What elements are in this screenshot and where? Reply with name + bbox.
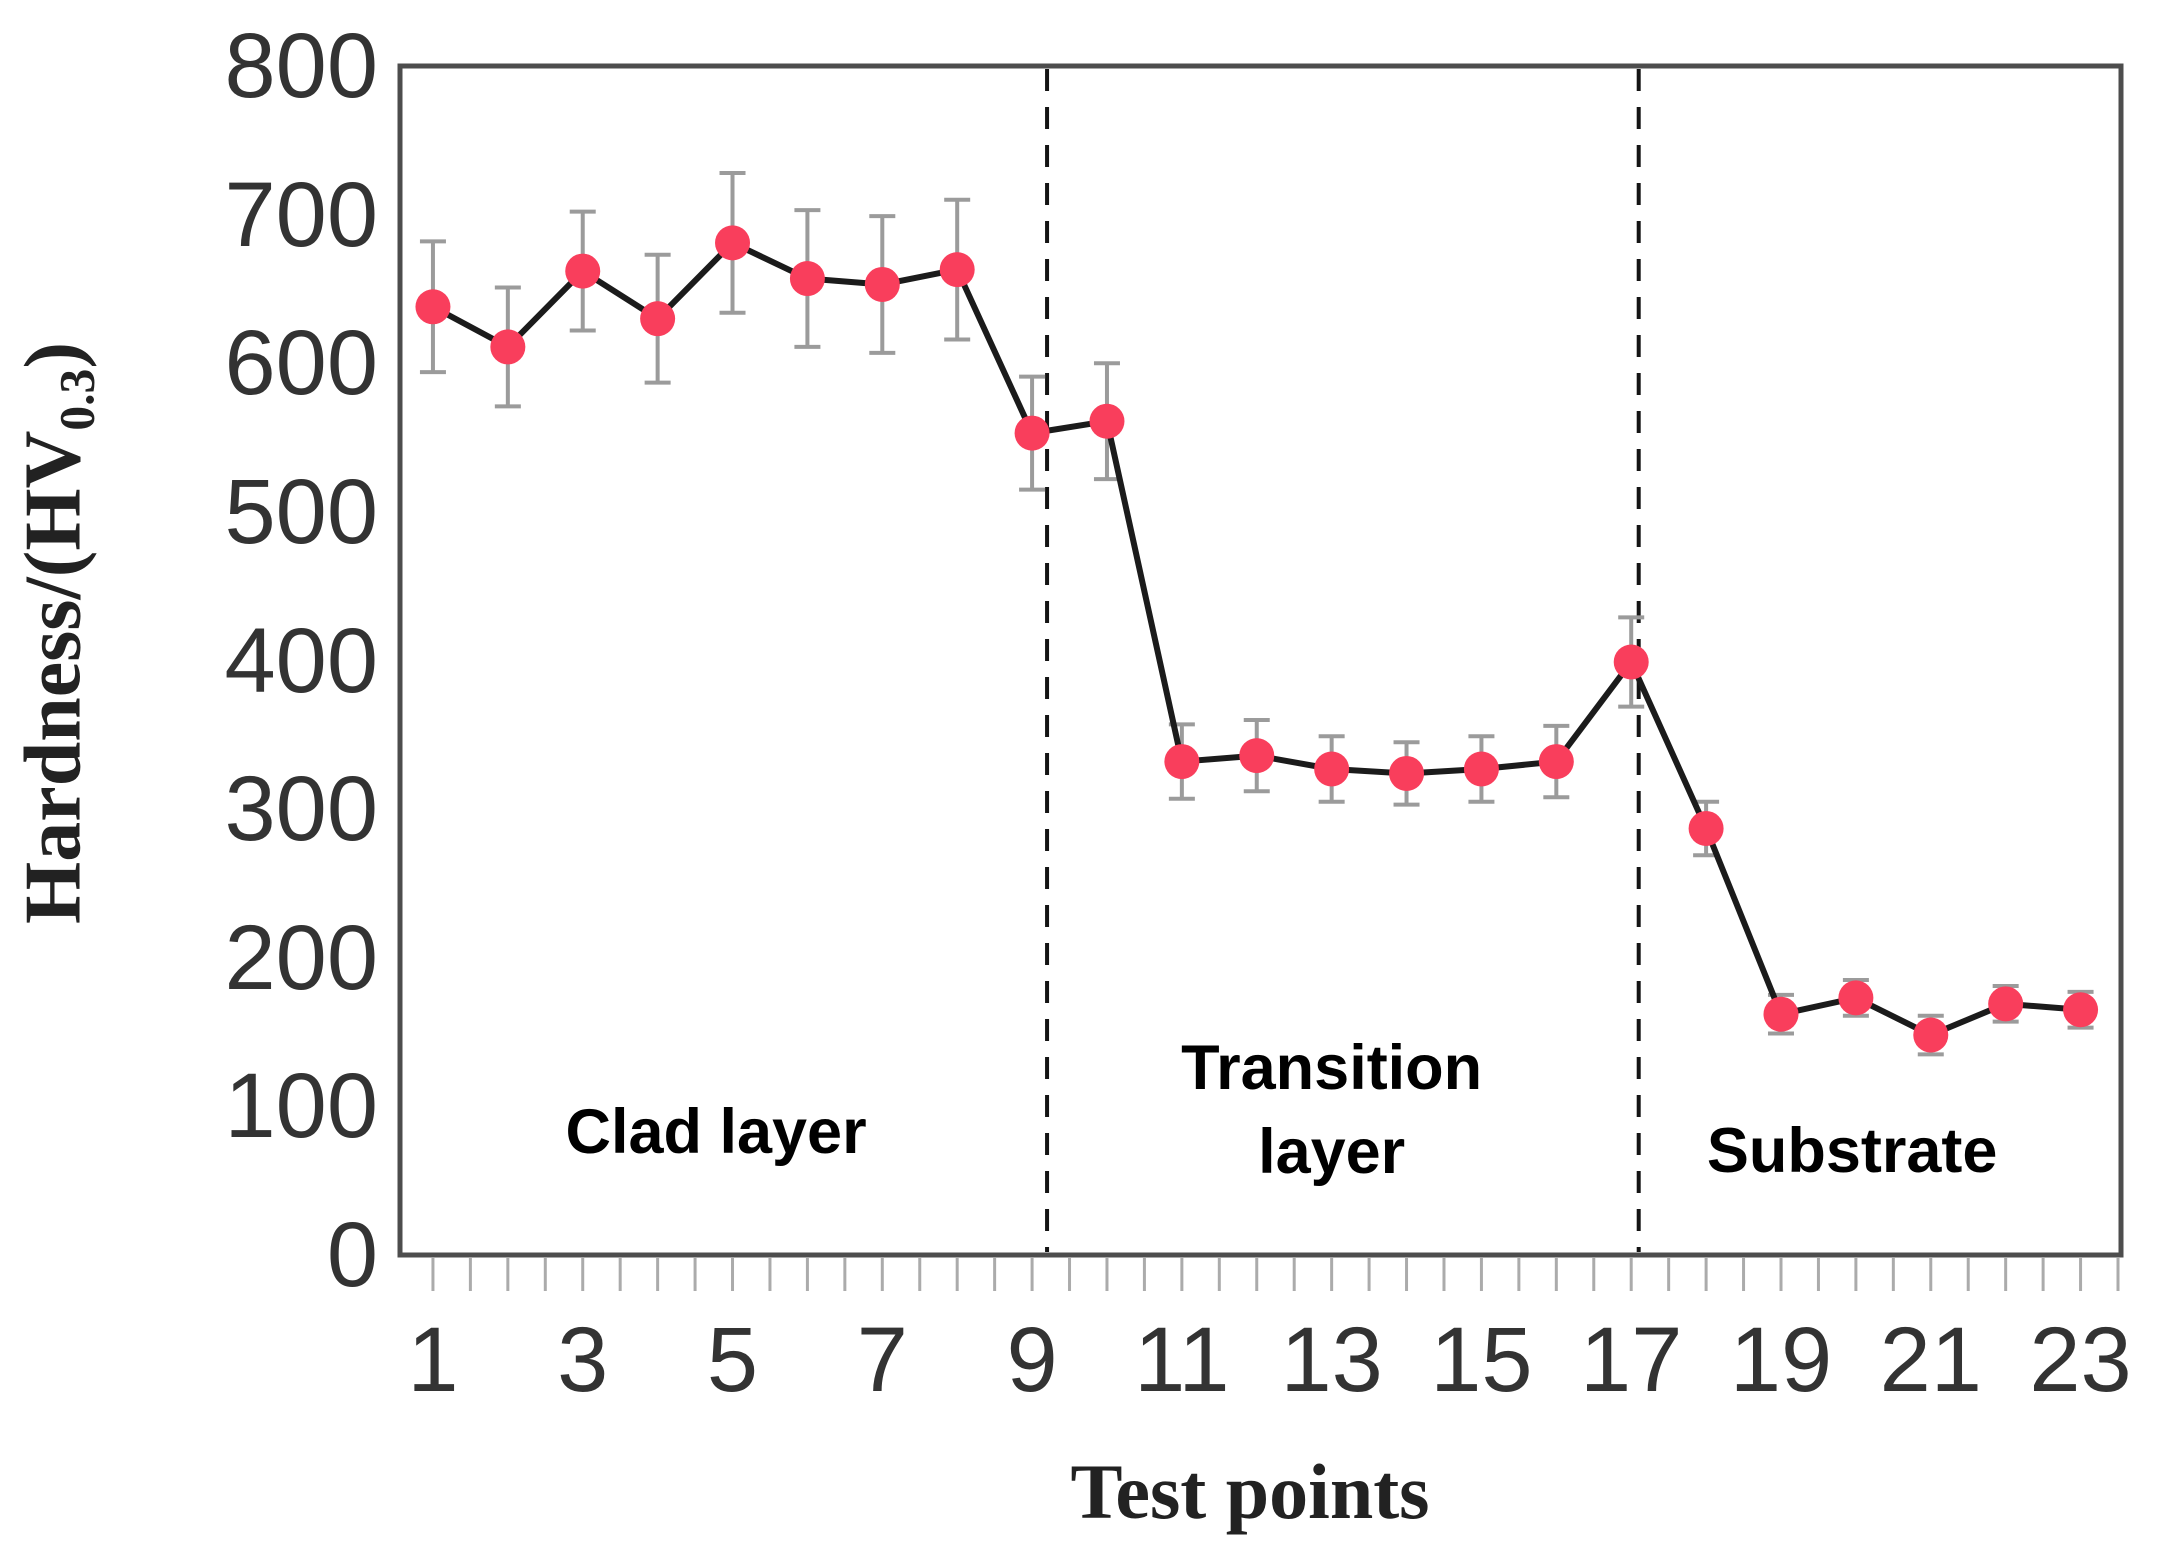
data-point-marker [1164, 744, 1200, 780]
data-point-marker [1613, 644, 1649, 680]
data-point-marker [1688, 810, 1724, 846]
x-tick-label: 1 [407, 1309, 459, 1411]
x-tick-label: 17 [1580, 1309, 1683, 1411]
y-tick-label: 400 [224, 609, 379, 712]
region-label: layer [1258, 1117, 1406, 1188]
data-point-marker [1463, 751, 1499, 787]
data-point-marker [565, 253, 601, 289]
data-point-marker [1988, 986, 2024, 1022]
data-point-marker [1239, 738, 1275, 774]
y-tick-label: 200 [224, 906, 379, 1009]
y-tick-label: 600 [224, 312, 379, 415]
x-tick-label: 3 [557, 1309, 609, 1411]
data-point-marker [640, 301, 676, 337]
data-point-marker [1838, 980, 1874, 1016]
data-point-marker [1913, 1017, 1949, 1053]
region-label: Substrate [1706, 1115, 1998, 1186]
x-tick-label: 23 [2029, 1309, 2132, 1411]
region-label: Clad layer [565, 1096, 867, 1167]
y-tick-label: 0 [326, 1204, 378, 1306]
data-point-marker [1389, 755, 1425, 791]
x-tick-label: 11 [1134, 1309, 1230, 1411]
x-tick-label: 15 [1430, 1309, 1533, 1411]
plot-border [397, 63, 2124, 1258]
x-tick-label: 9 [1006, 1309, 1058, 1411]
data-point-marker [1089, 403, 1125, 439]
data-point-marker [1538, 744, 1574, 780]
x-tick-label: 5 [706, 1309, 759, 1411]
y-tick-label: 100 [224, 1055, 379, 1158]
data-point-marker [490, 329, 526, 365]
data-point-marker [715, 225, 751, 261]
data-point-marker [2063, 992, 2099, 1028]
region-label: Transition [1181, 1032, 1483, 1103]
x-tick-label: 13 [1280, 1309, 1383, 1411]
y-tick-label: 800 [224, 15, 379, 117]
data-point-marker [1763, 996, 1799, 1032]
data-point-marker [939, 252, 975, 288]
data-point-marker [789, 261, 825, 297]
x-axis-title: Test points [1070, 1448, 1430, 1535]
y-tick-label: 500 [224, 460, 379, 563]
data-point-marker [1014, 415, 1050, 451]
y-tick-label: 700 [224, 163, 379, 266]
data-point-marker [864, 266, 900, 302]
data-line [431, 239, 2081, 1039]
x-tick-label: 21 [1879, 1309, 1982, 1411]
x-tick-label: 7 [856, 1309, 908, 1411]
x-tick-label: 19 [1729, 1309, 1833, 1411]
y-tick-label: 300 [224, 758, 379, 861]
data-point-marker [415, 289, 451, 325]
data-point-marker [1314, 751, 1350, 787]
